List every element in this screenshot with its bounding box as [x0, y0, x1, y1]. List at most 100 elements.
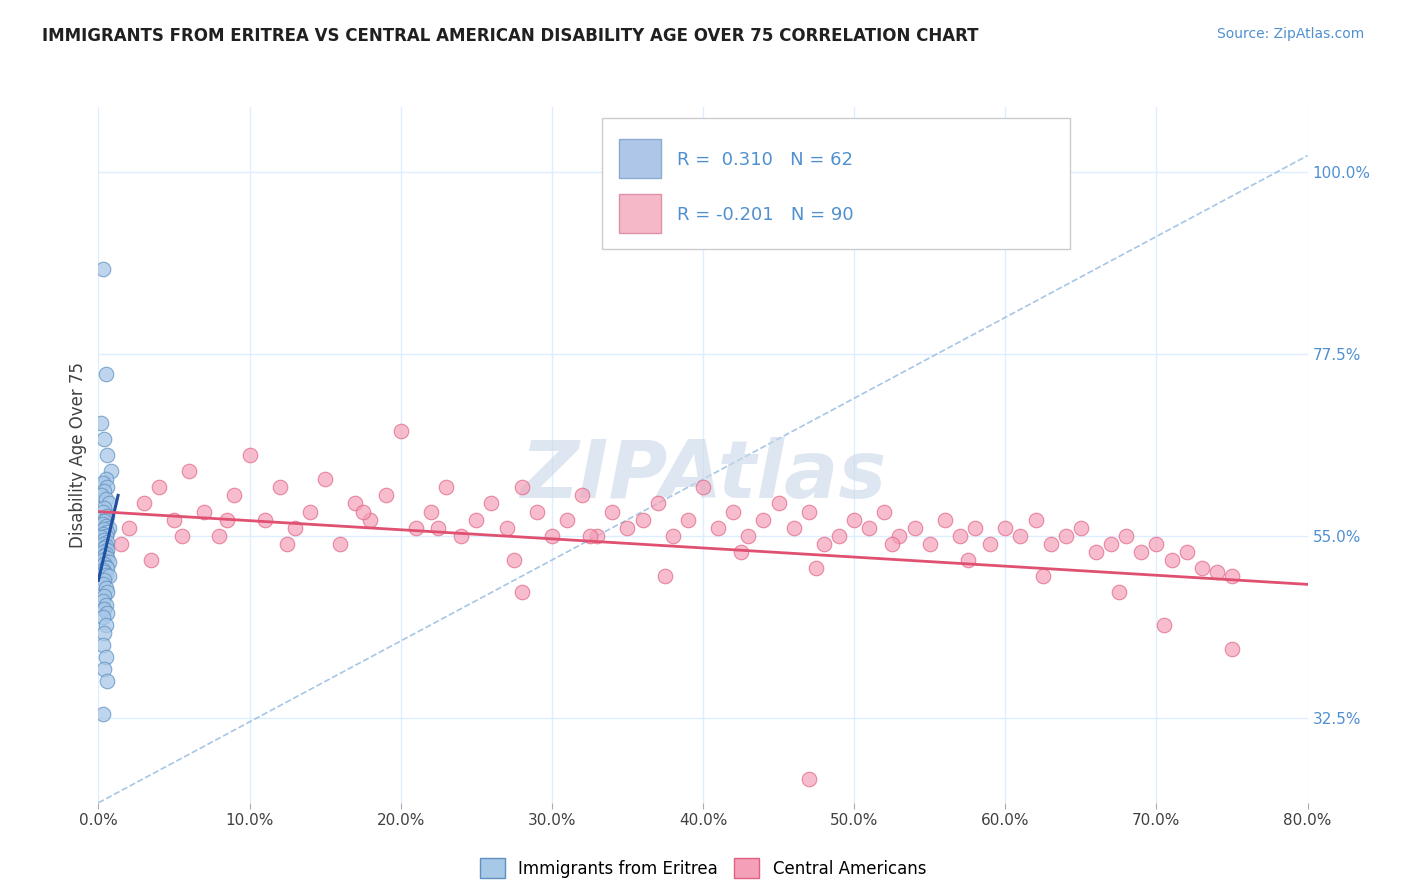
- Point: [91, 476, 114, 491]
- Point: [631, 513, 654, 527]
- Point: [94, 567, 117, 582]
- Point: [828, 529, 851, 543]
- Point: [215, 513, 238, 527]
- Point: [93, 533, 115, 547]
- Point: [98, 555, 121, 569]
- Point: [284, 521, 307, 535]
- Point: [93, 566, 115, 580]
- Point: [96, 606, 118, 620]
- Point: [94, 367, 117, 381]
- Point: [93, 500, 115, 515]
- Point: [276, 537, 298, 551]
- Point: [96, 674, 118, 689]
- Point: [141, 553, 163, 567]
- Point: [132, 496, 155, 510]
- Point: [510, 585, 533, 599]
- Legend: Immigrants from Eritrea, Central Americans: Immigrants from Eritrea, Central America…: [472, 851, 934, 885]
- Point: [707, 521, 730, 535]
- Point: [374, 488, 396, 502]
- Point: [93, 541, 115, 555]
- Point: [752, 513, 775, 527]
- Point: [91, 553, 114, 567]
- Point: [93, 626, 115, 640]
- Point: [90, 488, 112, 502]
- Point: [949, 529, 972, 543]
- Point: [94, 617, 117, 632]
- Point: [96, 480, 118, 494]
- Point: [96, 508, 118, 523]
- Point: [797, 504, 820, 518]
- Point: [163, 513, 186, 527]
- Point: [93, 601, 115, 615]
- Point: [616, 521, 638, 535]
- Point: [96, 543, 118, 558]
- Point: [224, 488, 246, 502]
- Text: R =  0.310   N = 62: R = 0.310 N = 62: [676, 151, 852, 169]
- Point: [1160, 553, 1182, 567]
- Point: [602, 504, 624, 518]
- Point: [1099, 537, 1122, 551]
- Point: [813, 537, 835, 551]
- Point: [405, 521, 427, 535]
- Point: [352, 504, 374, 518]
- Text: ZIPAtlas: ZIPAtlas: [520, 437, 886, 515]
- Point: [91, 537, 114, 551]
- Point: [91, 706, 114, 721]
- Text: R = -0.201   N = 90: R = -0.201 N = 90: [676, 206, 853, 224]
- Point: [91, 593, 114, 607]
- Point: [783, 521, 806, 535]
- Point: [662, 529, 685, 543]
- Point: [723, 504, 745, 518]
- Point: [93, 574, 115, 588]
- Point: [858, 521, 880, 535]
- Text: Source: ZipAtlas.com: Source: ZipAtlas.com: [1216, 27, 1364, 41]
- Point: [253, 513, 276, 527]
- Point: [420, 504, 443, 518]
- Point: [118, 521, 141, 535]
- Text: IMMIGRANTS FROM ERITREA VS CENTRAL AMERICAN DISABILITY AGE OVER 75 CORRELATION C: IMMIGRANTS FROM ERITREA VS CENTRAL AMERI…: [42, 27, 979, 45]
- Point: [94, 472, 117, 486]
- Point: [1153, 617, 1175, 632]
- Point: [239, 448, 262, 462]
- Point: [904, 521, 927, 535]
- Point: [1115, 529, 1137, 543]
- Point: [98, 521, 121, 535]
- Point: [880, 537, 903, 551]
- Point: [1220, 569, 1243, 583]
- Point: [510, 480, 533, 494]
- Point: [93, 557, 115, 571]
- Point: [578, 529, 600, 543]
- Point: [94, 539, 117, 553]
- Point: [994, 521, 1017, 535]
- Point: [94, 650, 117, 665]
- Point: [148, 480, 170, 494]
- Point: [110, 537, 132, 551]
- Point: [918, 537, 941, 551]
- Point: [1054, 529, 1077, 543]
- Point: [360, 513, 382, 527]
- Point: [797, 772, 820, 786]
- Point: [806, 561, 828, 575]
- Point: [1206, 566, 1229, 580]
- Point: [654, 569, 676, 583]
- Point: [94, 582, 117, 596]
- Point: [93, 662, 115, 676]
- Point: [737, 529, 759, 543]
- Point: [98, 496, 121, 510]
- Point: [314, 472, 336, 486]
- Point: [269, 480, 291, 494]
- Point: [1146, 537, 1168, 551]
- Point: [427, 521, 450, 535]
- Point: [91, 504, 114, 518]
- Point: [93, 590, 115, 604]
- Point: [965, 521, 987, 535]
- Point: [91, 261, 114, 276]
- Point: [1039, 537, 1062, 551]
- Point: [1130, 545, 1153, 559]
- Point: [94, 547, 117, 561]
- Point: [434, 480, 457, 494]
- Point: [100, 464, 122, 478]
- Point: [692, 480, 714, 494]
- Point: [844, 513, 866, 527]
- Point: [956, 553, 979, 567]
